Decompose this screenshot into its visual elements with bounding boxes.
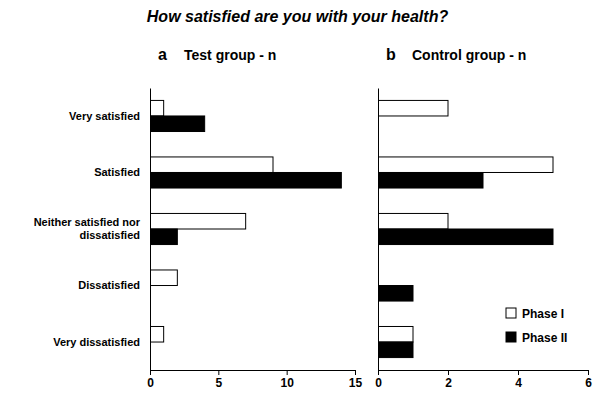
tick: 6	[585, 370, 592, 390]
legend-label: Phase II	[522, 331, 567, 345]
axis-line	[379, 371, 589, 376]
tick-label: Dissatisfied	[78, 279, 140, 291]
subtitle: Test group - n	[184, 47, 276, 63]
title: How satisfied are you with your health?	[147, 8, 449, 25]
tick: 10	[280, 370, 294, 390]
tick-label: 5	[215, 376, 222, 390]
bar	[150, 270, 177, 286]
tick-mark	[588, 370, 589, 375]
tick-mark	[150, 370, 151, 375]
tick-mark	[355, 370, 356, 375]
tick: Very satisfied	[69, 109, 140, 121]
bar	[150, 157, 273, 173]
bar	[378, 100, 448, 116]
bar	[378, 157, 553, 173]
legend-label: Phase I	[522, 307, 564, 321]
bar	[150, 229, 177, 245]
bar	[150, 116, 205, 132]
bar	[378, 172, 483, 188]
bar	[378, 342, 413, 358]
legend-swatch	[506, 332, 516, 342]
tick: 4	[515, 370, 522, 390]
chart: How satisfied are you with your health? a…	[0, 0, 595, 402]
y-axis	[378, 89, 379, 371]
subtitle: Control group - n	[412, 47, 526, 63]
tick: 2	[445, 370, 452, 390]
legend-swatch	[506, 308, 516, 318]
tick: 0	[375, 370, 382, 390]
bar	[150, 326, 164, 342]
tick-mark	[218, 370, 219, 375]
tick-label: 10	[280, 376, 294, 390]
tick: Neither satisfied nordissatisfied	[34, 216, 141, 241]
tick: 0	[147, 370, 154, 390]
bar	[378, 229, 553, 245]
tick: 5	[215, 370, 222, 390]
bar	[150, 213, 246, 229]
tick-label: 6	[585, 376, 592, 390]
bars	[150, 100, 341, 342]
tick-label: 4	[515, 376, 522, 390]
x-axis: 0 5 10 15	[147, 370, 362, 390]
tick: Satisfied	[94, 166, 140, 178]
bar	[378, 213, 448, 229]
tick-mark	[518, 370, 519, 375]
axis-line	[378, 89, 379, 371]
tick-mark	[448, 370, 449, 375]
tick: 15	[349, 370, 363, 390]
y-axis: Very satisfied Satisfied Neither satisfied…	[34, 89, 151, 371]
tick: Dissatisfied	[78, 279, 140, 291]
tick: Very dissatisfied	[53, 336, 140, 348]
panel: a Test group - n 0 5 10 15 Very satisfied Satis…	[34, 46, 363, 390]
panel-label: a	[158, 46, 167, 63]
tick-label: Very dissatisfied	[53, 336, 140, 348]
tick-label: Satisfied	[94, 166, 140, 178]
panel-label: b	[386, 46, 396, 63]
tick-label: 0	[375, 376, 382, 390]
x-axis: 0 2 4 6	[375, 370, 592, 390]
axis-line	[150, 89, 151, 371]
panel: b Control group - n 0 2 4 6 Phase I Phase II	[375, 46, 592, 390]
bar	[150, 100, 164, 116]
axis-line	[151, 371, 356, 376]
tick-label: 2	[445, 376, 452, 390]
tick-mark	[378, 370, 379, 375]
bar	[378, 326, 413, 342]
tick-label: Very satisfied	[69, 109, 140, 121]
bar	[150, 172, 341, 188]
tick-mark	[287, 370, 288, 375]
tick-label: 15	[349, 376, 363, 390]
tick-label: 0	[147, 376, 154, 390]
bar	[378, 286, 413, 302]
legend: Phase I Phase II	[506, 307, 567, 345]
tick-label: Neither satisfied nordissatisfied	[34, 216, 141, 241]
